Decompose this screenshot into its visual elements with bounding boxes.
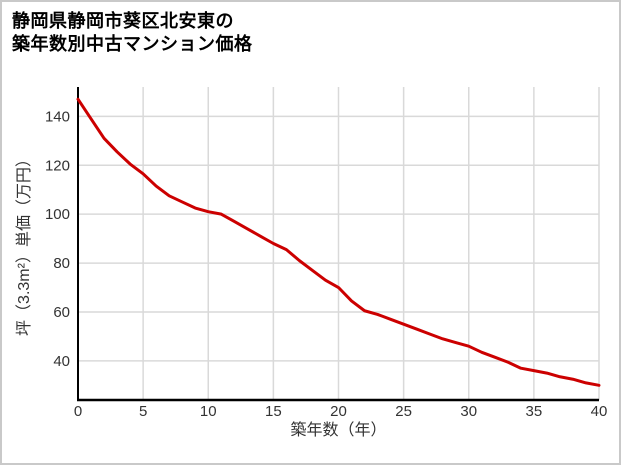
y-axis-title: 坪（3.3m²）単価（万円） [15,151,33,336]
price-line [76,97,601,387]
x-tick-label: 0 [74,403,82,420]
chart-title-line-1: 静岡県静岡市葵区北安東の [12,11,234,31]
x-axis-title: 築年数（年） [290,421,386,439]
x-tick-label: 30 [460,403,477,420]
x-tick-label: 40 [591,403,608,420]
y-tick-label: 140 [45,108,70,125]
y-tick-label: 60 [53,304,70,321]
y-tick-label: 120 [45,157,70,174]
y-tick-label: 40 [53,353,70,370]
x-tick-label: 35 [526,403,543,420]
x-tick-label: 10 [200,403,217,420]
x-tick-label: 5 [139,403,147,420]
y-tick-label: 80 [53,255,70,272]
chart-title: 静岡県静岡市葵区北安東の 築年数別中古マンション価格 [12,10,253,56]
x-tick-label: 15 [265,403,282,420]
chart-title-line-2: 築年数別中古マンション価格 [12,34,253,54]
x-tick-label: 25 [395,403,412,420]
y-tick-label: 100 [45,206,70,223]
x-tick-label: 20 [330,403,347,420]
